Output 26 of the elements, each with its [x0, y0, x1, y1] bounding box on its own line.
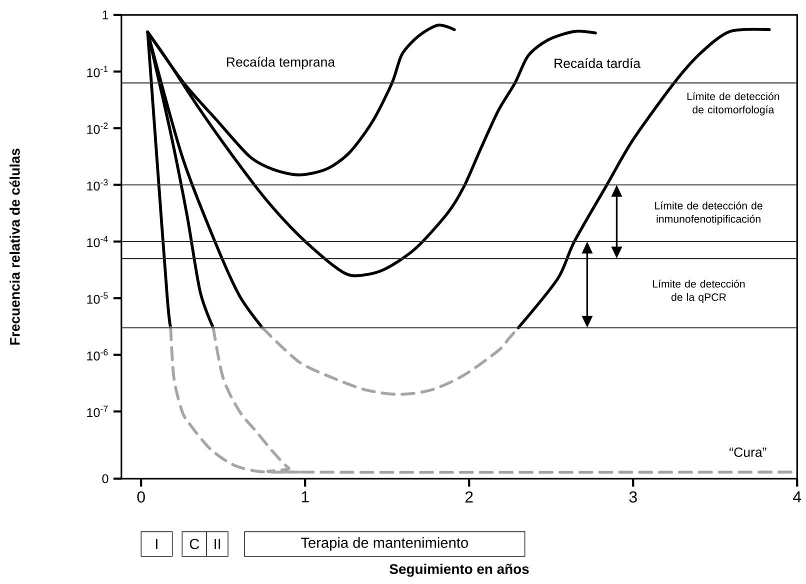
y-tick-label: 10$^{-1}$ — [87, 66, 108, 78]
x-tick-label: 1 — [302, 491, 309, 502]
y-tick-label: 10$^{-6}$ — [87, 349, 108, 360]
x-tick-label: 4 — [793, 491, 802, 502]
x-tick-label: 3 — [629, 491, 637, 503]
ref-line-label: Límite de detección de inmunofenotipificación — [655, 201, 762, 225]
y-tick-label: 10$^{-3}$ — [87, 179, 108, 190]
y-tick-label: 10$^{-4}$ — [87, 236, 108, 248]
y-tick-label: 10$^{-2}$ — [87, 122, 108, 134]
text: Terapia de mantenimiento — [301, 537, 468, 551]
text: C — [190, 538, 200, 550]
annotation: “Cura” — [730, 447, 766, 457]
x-tick-label: 0 — [137, 491, 145, 503]
y-axis-title: Frecuencia relativa de células — [9, 148, 20, 345]
y-tick-label: 0 — [102, 474, 108, 484]
y-tick-label: 10$^{-7}$ — [87, 406, 108, 418]
text: II — [214, 538, 220, 549]
annotation: Recaída tardía — [554, 58, 641, 68]
text: I — [156, 538, 158, 549]
annotation: Recaída temprana — [227, 56, 336, 70]
y-tick-label: 10$^{-5}$ — [87, 292, 108, 304]
ref-line-label: Límite de detección de citomorfología — [687, 92, 780, 116]
x-axis-title: Seguimiento en años — [390, 564, 529, 577]
ref-line-label: Límite de detección de la qPCR — [653, 280, 745, 303]
y-tick-label: 1 — [102, 10, 108, 20]
x-tick-label: 2 — [465, 491, 473, 502]
